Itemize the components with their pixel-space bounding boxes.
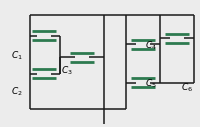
Text: $C_{5}$: $C_{5}$ bbox=[145, 78, 157, 90]
Text: $C_{3}$: $C_{3}$ bbox=[61, 65, 73, 77]
Text: $C_{4}$: $C_{4}$ bbox=[145, 39, 157, 52]
Text: $C_{2}$: $C_{2}$ bbox=[11, 85, 23, 98]
Text: $C_{1}$: $C_{1}$ bbox=[11, 50, 23, 62]
Text: $C_{6}$: $C_{6}$ bbox=[181, 81, 193, 94]
